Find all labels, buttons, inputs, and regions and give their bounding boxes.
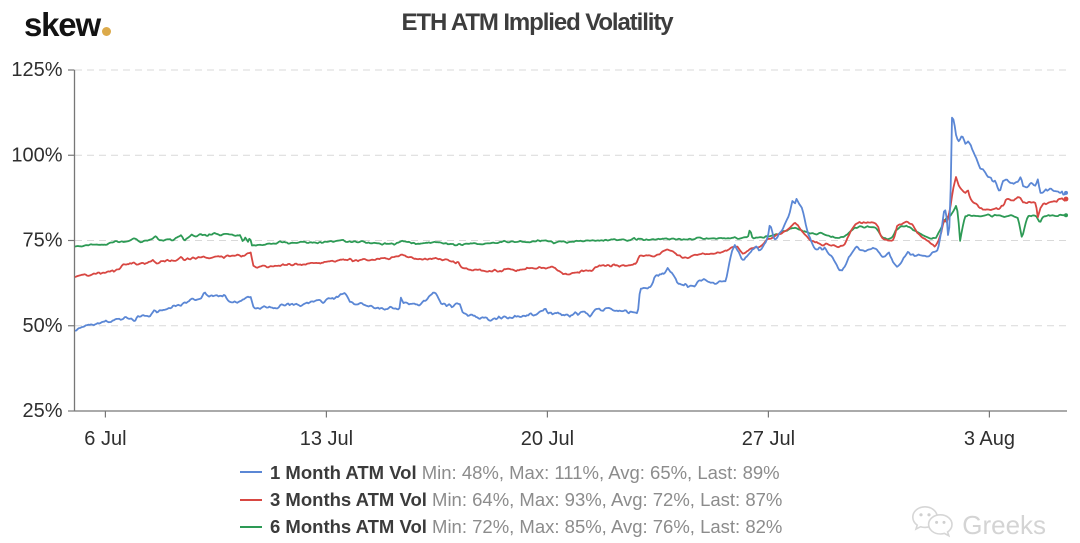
svg-text:20 Jul: 20 Jul [521,428,574,450]
svg-text:27 Jul: 27 Jul [742,428,795,450]
svg-text:75%: 75% [22,230,62,252]
svg-text:125%: 125% [11,59,62,81]
svg-text:6 Jul: 6 Jul [84,428,126,450]
svg-text:13 Jul: 13 Jul [300,428,353,450]
svg-text:50%: 50% [22,315,62,337]
svg-text:100%: 100% [11,144,62,166]
svg-text:3 Aug: 3 Aug [964,428,1015,450]
svg-text:25%: 25% [22,400,62,422]
